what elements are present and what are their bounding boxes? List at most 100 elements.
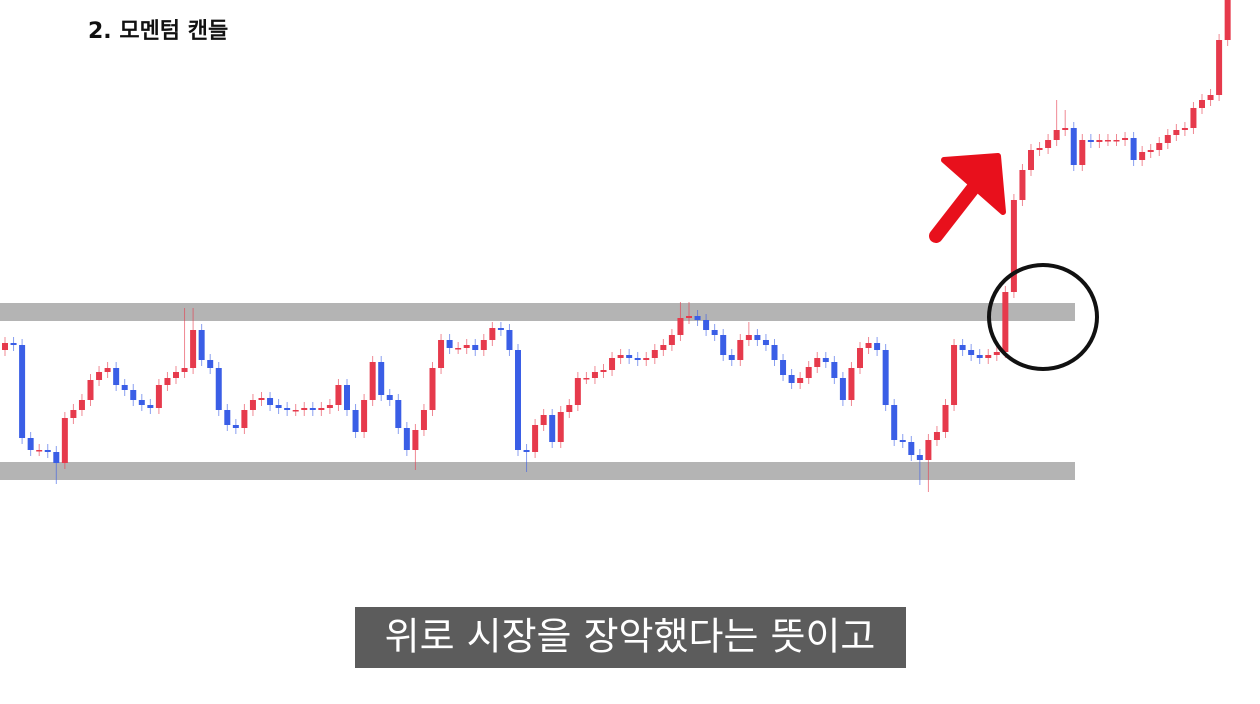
candle-body [44,450,51,452]
candle-body [566,405,573,412]
candle-body [1207,95,1214,100]
candle-body [10,343,17,345]
candle-body [1156,143,1163,150]
candle-body [831,362,838,378]
candle-body [908,442,915,455]
candle-body [369,362,376,400]
candle-body [301,408,308,410]
candle-body [284,408,291,410]
candle-body [668,335,675,345]
candle-body [797,378,804,383]
candle-body [1216,40,1223,95]
candle-body [1062,128,1069,130]
candle-body [557,412,564,442]
candle-body [1113,140,1120,142]
candle-body [275,405,282,408]
candle-body [899,440,906,442]
candle-body [1070,128,1077,165]
candle-body [292,410,299,412]
candle-body [574,378,581,405]
candle-body [1190,108,1197,128]
highlight-circle [987,263,1099,371]
candle-body [916,455,923,460]
candle-body [335,385,342,405]
candle-body [857,348,863,368]
candle-body [438,340,445,368]
candle-body [1010,200,1017,292]
candle-body [1045,140,1052,148]
candle-body [1028,150,1034,170]
candle-body [224,410,231,425]
candle-body [976,355,983,358]
candle-body [1053,130,1060,140]
candle-body [848,368,855,400]
candle-body [130,390,137,400]
candle-body [121,385,128,390]
candle-body [1096,140,1103,142]
candle-body [711,330,718,335]
chart-title: 2. 모멘텀 캔들 [88,19,228,44]
candle-body [455,348,462,350]
candle-body [87,380,94,400]
level-band [0,303,1075,321]
candle-body [583,378,590,380]
candle-body [249,400,256,410]
candle-body [677,318,684,335]
candle-body [96,372,103,380]
candle-body [104,368,111,372]
candle-body [207,360,214,368]
candle-body [771,345,778,360]
candle-body [386,395,393,400]
candle-body [241,410,248,428]
candle-body [497,328,504,330]
candle-body [1087,140,1094,142]
candle-body [523,450,530,452]
candle-body [472,345,479,350]
candle-body [968,350,975,355]
candle-body [1036,148,1043,150]
candle-body [78,400,85,410]
candle-body [925,440,932,460]
candle-body [181,368,188,372]
candle-body [1147,150,1154,152]
candle-body [609,358,616,370]
candle-body [412,430,419,450]
candle-body [1173,130,1180,135]
candle-body [865,343,872,348]
candle-body [626,355,633,358]
candle-body [1164,135,1171,143]
candle-body [463,345,470,348]
candle-body [617,355,624,358]
candle-body [754,335,761,340]
candle-body [1104,140,1111,142]
candle-body [1139,152,1146,160]
candle-body [660,345,667,350]
candle-body [686,316,692,318]
candle-body [378,362,385,395]
candles [2,0,1231,492]
candle-body [403,428,410,450]
caption: 위로 시장을 장악했다는 뜻이고 [385,615,876,659]
candle-body [814,358,821,367]
candle-body [822,358,829,362]
candle-body [643,358,650,360]
candle-body [506,330,513,350]
candle-body [515,350,521,450]
candle-body [1122,138,1129,140]
candle-body [882,350,889,405]
candle-body [258,398,265,400]
candle-body [874,343,881,350]
candle-body [788,375,795,383]
candle-body [985,355,992,358]
candle-body [1181,128,1188,130]
level-band [0,462,1075,480]
candle-body [326,405,333,408]
candle-body [2,343,8,350]
candle-body [352,410,359,432]
candle-body [480,340,487,350]
candle-body [198,330,205,360]
candle-body [429,368,436,410]
candle-body [173,372,179,378]
candle-body [1224,0,1231,40]
